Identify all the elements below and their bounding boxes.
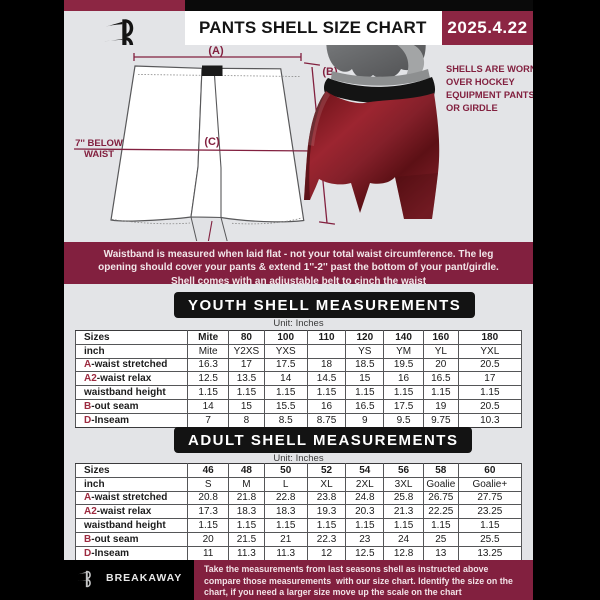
- svg-text:(C): (C): [204, 136, 220, 148]
- svg-text:EQUIPMENT PANTS: EQUIPMENT PANTS: [446, 90, 533, 100]
- svg-text:OVER HOCKEY: OVER HOCKEY: [446, 77, 516, 87]
- svg-text:WAIST: WAIST: [84, 149, 114, 160]
- svg-text:OR GIRDLE: OR GIRDLE: [446, 103, 498, 113]
- svg-text:7'' BELOW: 7'' BELOW: [75, 138, 123, 149]
- svg-text:SHELLS ARE WORN: SHELLS ARE WORN: [446, 64, 533, 74]
- svg-text:(A): (A): [208, 45, 224, 57]
